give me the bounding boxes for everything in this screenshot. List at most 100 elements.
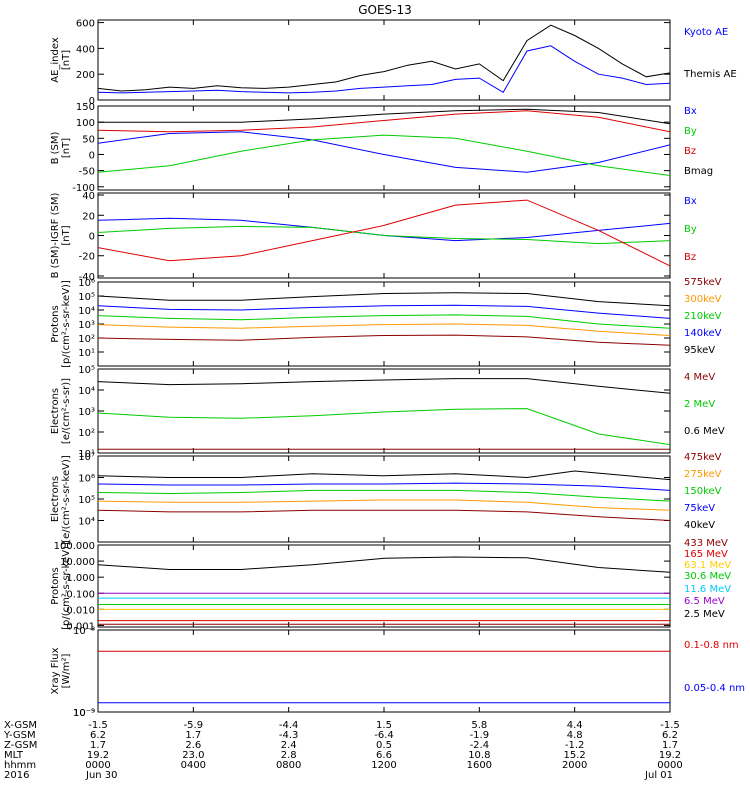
x-axis-row-label: 2016 xyxy=(4,770,29,781)
y-tick-label: 10⁵ xyxy=(78,495,95,506)
x-axis-value: 19.2 xyxy=(659,750,681,761)
panel-bsm: -100 -50 0 50 100 150 B (SM)[nT] Bx By Bz Bmag xyxy=(50,102,713,194)
legend-label: 6.5 MeV xyxy=(684,596,725,607)
x-axis-value: 0400 xyxy=(181,760,206,771)
series-line-bx xyxy=(98,217,670,242)
x-axis-value: 5.8 xyxy=(471,720,487,731)
legend-label: 75keV xyxy=(684,503,715,514)
y-tick-label: 600 xyxy=(76,19,95,30)
y-axis-label: B (SM)[nT] xyxy=(50,131,72,164)
y-tick-label: 10.000 xyxy=(60,557,95,568)
x-axis-row-label: Y-GSM xyxy=(3,730,36,741)
y-axis-label: Xray Flux[W/m²] xyxy=(50,647,72,694)
y-tick-label: -50 xyxy=(79,167,95,178)
x-axis-value: 6.2 xyxy=(90,730,106,741)
x-axis-value: -1.9 xyxy=(470,730,490,741)
series-line-150kev xyxy=(98,489,670,502)
legend-label: Bz xyxy=(684,146,696,157)
x-axis-value: 19.2 xyxy=(87,750,109,761)
x-axis-value: 2.4 xyxy=(281,740,297,751)
legend-label: 0.1-0.8 nm xyxy=(684,640,739,651)
y-axis-label: Protons[p/(cm²-s-sr-keV)] xyxy=(50,542,72,630)
legend-label: 95keV xyxy=(684,345,715,356)
legend-label: 4 MeV xyxy=(684,372,715,383)
y-tick-label: 0 xyxy=(89,96,95,107)
series-line-75kev xyxy=(98,482,670,491)
series-line-kyoto-ae xyxy=(98,45,670,94)
y-tick-label: 10⁵ xyxy=(78,292,95,303)
legend-label: 433 MeV xyxy=(684,538,728,549)
legend-label: 11.6 MeV xyxy=(684,584,731,595)
figure-title: GOES-13 xyxy=(358,3,412,17)
y-tick-label: 10⁷ xyxy=(78,452,95,463)
x-axis-value: -5.9 xyxy=(184,720,204,731)
y-axis-label: Electrons[e/(cm²-s-sr-keV)] xyxy=(50,455,72,543)
panel-frame xyxy=(97,281,671,367)
x-axis-value: 1200 xyxy=(371,760,396,771)
y-tick-label: 20 xyxy=(82,211,95,222)
panel-frame xyxy=(97,368,671,454)
panel-frame xyxy=(97,455,671,543)
y-tick-label: 10⁻⁸ xyxy=(73,626,95,637)
panel-bigrf: -40 -20 0 20 40 B (SM)-IGRF (SM)[nT] Bx By Bz xyxy=(50,191,697,283)
legend-label: 2.5 MeV xyxy=(684,609,725,620)
x-axis-table: X-GSMY-GSMZ-GSMMLThhmm2016-1.56.21.719.2… xyxy=(3,720,683,781)
x-axis-value: 1.7 xyxy=(185,730,201,741)
series-line-575kev xyxy=(98,334,670,346)
series-line-210kev xyxy=(98,314,670,329)
y-tick-label: 0.100 xyxy=(66,589,95,600)
y-tick-label: 0.010 xyxy=(66,605,95,616)
y-axis-label: Electrons[e/(cm²-s-sr)] xyxy=(50,378,72,444)
y-tick-label: 50 xyxy=(82,134,95,145)
y-tick-label: 10⁴ xyxy=(78,517,95,528)
legend-label: 575keV xyxy=(684,277,722,288)
y-tick-label: 10⁴ xyxy=(78,306,95,317)
y-tick-label: 10⁵ xyxy=(78,365,95,376)
x-axis-row-label: MLT xyxy=(4,750,24,761)
y-tick-label: 10³ xyxy=(78,407,95,418)
x-axis-value: 0800 xyxy=(276,760,301,771)
legend-label: Bmag xyxy=(684,166,713,177)
series-line-bz xyxy=(98,110,670,133)
legend-label: 165 MeV xyxy=(684,549,728,560)
legend-label: 0.6 MeV xyxy=(684,426,725,437)
legend-label: 40keV xyxy=(684,520,715,531)
series-line-bz xyxy=(98,199,670,267)
y-tick-label: 40 xyxy=(82,191,95,202)
x-axis-value: 4.4 xyxy=(567,720,583,731)
y-tick-label: 10¹ xyxy=(78,449,95,460)
series-line-bmag xyxy=(98,108,670,125)
y-tick-label: 100 xyxy=(76,118,95,129)
x-axis-value: -1.5 xyxy=(660,720,680,731)
y-tick-label: 10⁻⁹ xyxy=(73,708,95,719)
legend-label: 2 MeV xyxy=(684,399,715,410)
series-line-2-mev xyxy=(98,408,670,446)
series-line-40kev xyxy=(98,470,670,481)
panel-protons1: 10¹ 10² 10³ 10⁴ 10⁵ 10⁶ Protons[p/(cm²-s-sr-ke… xyxy=(50,277,722,368)
x-axis-value: -6.4 xyxy=(374,730,394,741)
series-line-by xyxy=(98,134,670,176)
x-axis-value: 1.7 xyxy=(90,740,106,751)
x-axis-value: -4.3 xyxy=(279,730,299,741)
y-tick-label: 200 xyxy=(76,70,95,81)
x-axis-value: 23.0 xyxy=(182,750,204,761)
legend-label: Kyoto AE xyxy=(684,27,728,38)
panel-protons2: 0.001 0.010 0.100 1.000 10.000 100.000Protons… xyxy=(50,538,731,632)
y-tick-label: 10⁴ xyxy=(78,386,95,397)
x-axis-value: 6.6 xyxy=(376,750,392,761)
y-tick-label: 400 xyxy=(76,44,95,55)
y-tick-label: 10³ xyxy=(78,320,95,331)
panel-ae: 0 200 400 600 AE_index[nT] Kyoto AE Themis AE xyxy=(50,19,737,107)
legend-label: Themis AE xyxy=(683,69,737,80)
x-axis-value: -2.4 xyxy=(470,740,490,751)
panel-frame xyxy=(97,105,671,191)
y-tick-label: 10² xyxy=(78,428,95,439)
legend-label: 150keV xyxy=(684,486,722,497)
y-tick-label: -20 xyxy=(79,252,95,263)
panel-frame xyxy=(97,629,671,713)
x-axis-value: 15.2 xyxy=(564,750,586,761)
legend-label: 0.05-0.4 nm xyxy=(684,683,745,694)
legend-label: 275keV xyxy=(684,469,722,480)
x-axis-value: 0000 xyxy=(85,760,110,771)
x-axis-row-label: X-GSM xyxy=(4,720,37,731)
